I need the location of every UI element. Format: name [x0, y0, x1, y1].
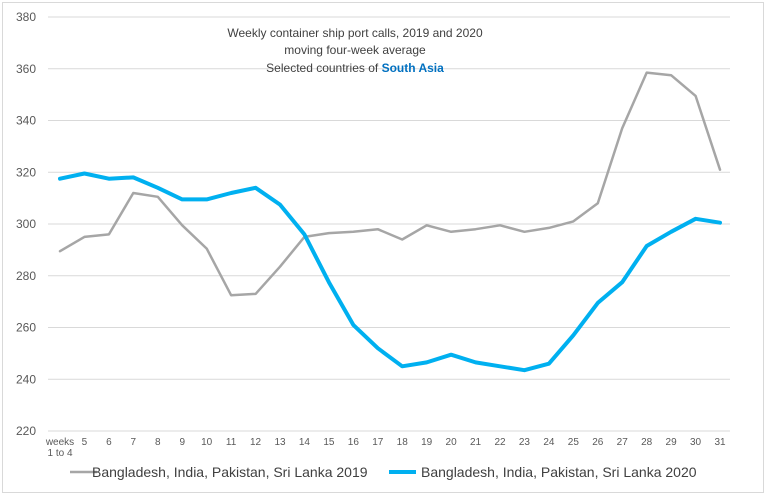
legend-label-2019: Bangladesh, India, Pakistan, Sri Lanka 2…	[92, 464, 368, 480]
x-tick-30: 30	[690, 437, 702, 448]
y-tick-280: 280	[16, 269, 36, 283]
x-tick-0: weeks 1 to 4	[45, 437, 74, 459]
x-tick-31: 31	[714, 437, 726, 448]
x-tick-19: 19	[421, 437, 433, 448]
y-tick-340: 340	[16, 114, 36, 128]
x-tick-6: 6	[106, 437, 112, 448]
x-tick-18: 18	[397, 437, 409, 448]
x-tick-24: 24	[543, 437, 555, 448]
x-tick-16: 16	[348, 437, 360, 448]
chart-title: Weekly container ship port calls, 2019 a…	[227, 26, 483, 75]
subtitle: Selected countries of South Asia	[266, 61, 444, 75]
x-tick-26: 26	[592, 437, 604, 448]
series-line-2019	[58, 71, 722, 297]
x-tick-10: 10	[201, 437, 213, 448]
y-axis-ticks: 220 240 260 280 300 320 340 360 380	[16, 10, 36, 438]
x-tick-0-line-1: 1 to 4	[47, 448, 72, 459]
legend-label-2020: Bangladesh, India, Pakistan, Sri Lanka 2…	[421, 464, 697, 480]
x-tick-21: 21	[470, 437, 482, 448]
y-tick-220: 220	[16, 424, 36, 438]
series-lines	[58, 71, 722, 373]
x-tick-20: 20	[446, 437, 458, 448]
y-tick-360: 360	[16, 62, 36, 76]
x-tick-15: 15	[323, 437, 335, 448]
x-axis-ticks: weeks 1 to 4 5 6 7 8 9 10 11 12 13 14 15 16 17 18 19 20 21…	[45, 437, 726, 459]
x-tick-11: 11	[226, 437, 237, 448]
subtitle-highlight: South Asia	[382, 61, 445, 75]
x-tick-13: 13	[274, 437, 286, 448]
x-tick-8: 8	[155, 437, 161, 448]
legend: Bangladesh, India, Pakistan, Sri Lanka 2…	[70, 464, 697, 480]
x-tick-17: 17	[372, 437, 384, 448]
x-tick-7: 7	[131, 437, 137, 448]
gridlines	[48, 16, 730, 432]
y-tick-300: 300	[16, 217, 36, 231]
x-tick-23: 23	[519, 437, 531, 448]
y-tick-380: 380	[16, 10, 36, 24]
x-tick-14: 14	[299, 437, 311, 448]
x-tick-12: 12	[250, 437, 262, 448]
x-tick-28: 28	[641, 437, 653, 448]
y-tick-320: 320	[16, 165, 36, 179]
title-line-1: Weekly container ship port calls, 2019 a…	[227, 26, 483, 40]
y-tick-260: 260	[16, 321, 36, 335]
y-tick-240: 240	[16, 372, 36, 386]
title-line-2: moving four-week average	[284, 43, 426, 57]
subtitle-prefix: Selected countries of	[266, 61, 381, 75]
x-tick-25: 25	[568, 437, 580, 448]
x-tick-27: 27	[617, 437, 629, 448]
x-tick-0-line-0: weeks	[45, 437, 74, 448]
x-tick-29: 29	[666, 437, 678, 448]
x-tick-22: 22	[494, 437, 506, 448]
x-tick-5: 5	[82, 437, 88, 448]
series-line-2020	[58, 171, 722, 373]
x-tick-9: 9	[179, 437, 185, 448]
